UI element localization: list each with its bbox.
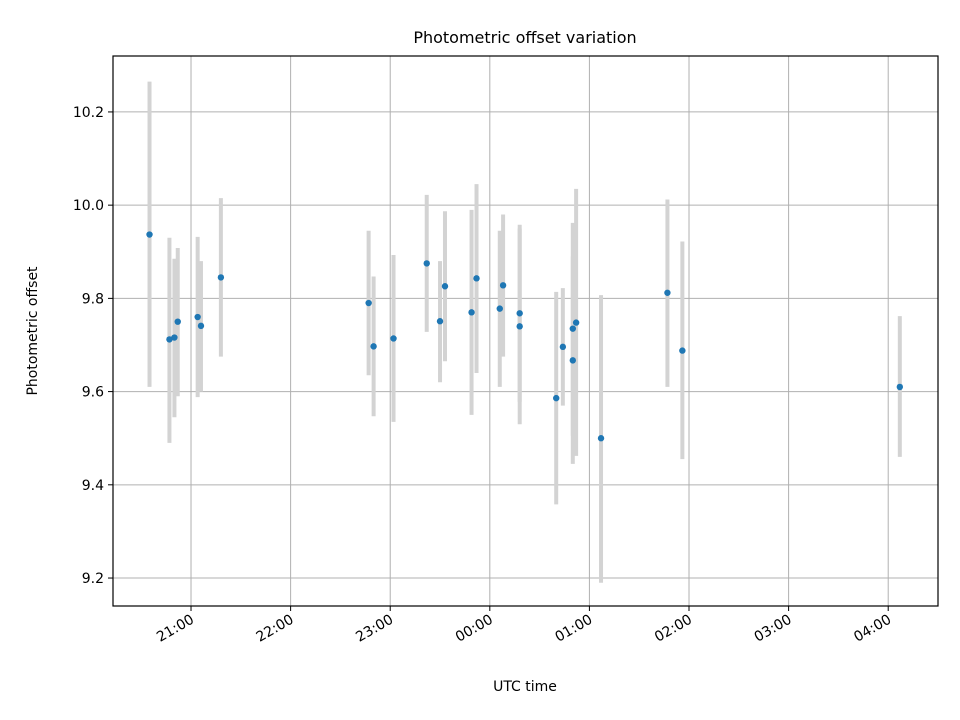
x-tick-label: 02:00: [652, 612, 695, 646]
data-point: [516, 310, 523, 317]
data-point: [423, 260, 430, 267]
data-point: [569, 325, 577, 332]
y-tick-label: 9.6: [82, 385, 104, 401]
data-point: [499, 282, 507, 289]
y-tick-label: 9.4: [82, 478, 104, 494]
x-tick-label: 04:00: [851, 612, 894, 646]
data-point: [217, 274, 225, 281]
data-point: [473, 275, 480, 282]
y-tick-label: 9.8: [82, 291, 104, 307]
data-point: [553, 394, 560, 402]
data-point: [569, 357, 577, 364]
x-tick-label: 03:00: [752, 612, 795, 646]
data-point: [365, 299, 372, 307]
x-axis-label: UTC time: [493, 679, 557, 695]
data-point: [468, 309, 475, 316]
grid: [113, 56, 938, 606]
x-tick-label: 21:00: [154, 612, 197, 646]
x-tick-label: 01:00: [552, 612, 595, 646]
data-point: [496, 305, 503, 312]
y-tick-label: 10.2: [73, 105, 104, 121]
x-tick-label: 00:00: [453, 612, 496, 646]
data-point: [559, 343, 567, 351]
x-axis: 21:00 22:00 23:00 00:00 01:00 02:00 03:00 04:00: [154, 606, 894, 646]
data-point: [436, 318, 444, 325]
y-axis: 9.2 9.4 9.6 9.8 10.0 10.2: [73, 105, 113, 587]
data-point: [516, 323, 523, 330]
data-point: [166, 336, 173, 343]
data-point: [194, 313, 201, 321]
data-point: [572, 319, 580, 326]
data-point: [370, 343, 377, 350]
data-point: [896, 383, 904, 391]
data-point: [390, 335, 397, 342]
data-point: [171, 334, 178, 341]
y-tick-label: 10.0: [73, 198, 104, 214]
data-point: [146, 231, 153, 238]
data-point: [664, 289, 671, 296]
y-tick-label: 9.2: [82, 571, 104, 587]
y-axis-label: Photometric offset: [25, 266, 41, 396]
data-point: [597, 435, 605, 442]
data-point: [197, 322, 205, 330]
x-tick-label: 22:00: [254, 612, 297, 646]
data-point: [174, 318, 181, 325]
error-bars: [147, 81, 902, 583]
plot-frame: [112, 55, 939, 607]
x-tick-label: 23:00: [353, 612, 396, 646]
data-point: [679, 347, 686, 354]
chart-title: Photometric offset variation: [413, 28, 636, 47]
data-points: [146, 231, 904, 442]
data-point: [441, 283, 449, 290]
